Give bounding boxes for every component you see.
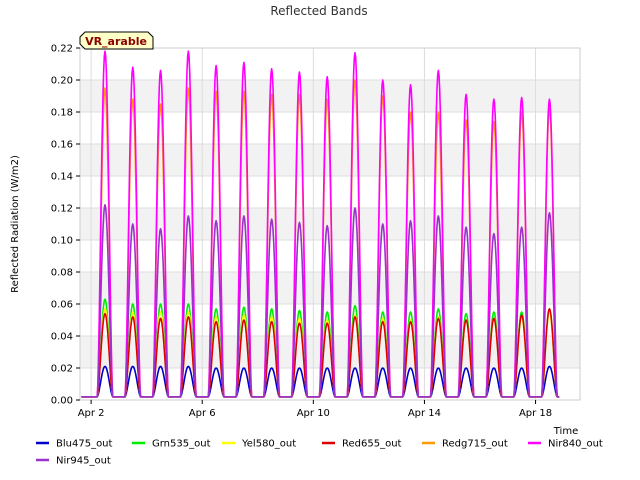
y-axis-label: Reflected Radiation (W/m2) xyxy=(10,155,21,293)
x-tick-label: Apr 14 xyxy=(408,408,441,419)
y-tick-label: 0.14 xyxy=(51,172,73,183)
y-tick-label: 0.16 xyxy=(51,140,73,151)
y-tick-label: 0.10 xyxy=(51,236,73,247)
y-axis-ticks: 0.00 0.02 0.04 0.06 0.08 0.10 0.12 0.14 0.16 0.18… xyxy=(51,44,80,407)
y-tick-label: 0.12 xyxy=(51,204,73,215)
legend-label: Blu475_out xyxy=(56,439,113,450)
legend-label: Red655_out xyxy=(342,439,402,450)
legend-label: Nir945_out xyxy=(56,456,111,467)
grid-band xyxy=(80,208,580,240)
x-tick-label: Apr 6 xyxy=(189,408,216,419)
y-tick-label: 0.08 xyxy=(51,268,73,279)
site-label-box: VR_arable xyxy=(79,31,154,50)
series-line-red655-out xyxy=(81,308,560,398)
x-tick-label: Apr 2 xyxy=(78,408,105,419)
series-line-nir840-out xyxy=(81,50,560,398)
legend: Blu475_out Grn535_out Yel580_out Red655_out… xyxy=(36,439,603,467)
site-label: VR_arable xyxy=(85,35,147,48)
series-line-blu475-out xyxy=(81,365,560,398)
legend-label: Redg715_out xyxy=(442,439,508,450)
series-layer xyxy=(81,50,560,398)
legend-label: Nir840_out xyxy=(548,439,603,450)
y-tick-label: 0.02 xyxy=(51,364,73,375)
x-tick-label: Apr 18 xyxy=(519,408,552,419)
plot-frame xyxy=(79,47,581,401)
x-axis-ticks: Apr 2 Apr 6 Apr 10 Apr 14 Apr 18 xyxy=(78,400,552,419)
y-tick-label: 0.22 xyxy=(51,44,73,55)
legend-label: Yel580_out xyxy=(241,439,296,450)
y-tick-label: 0.06 xyxy=(51,300,73,311)
y-tick-label: 0.18 xyxy=(51,108,73,119)
grid-band xyxy=(80,80,580,112)
y-tick-label: 0.04 xyxy=(51,332,73,343)
y-tick-label: 0.00 xyxy=(51,396,73,407)
series-line-nir945-out xyxy=(81,204,560,398)
y-tick-label: 0.20 xyxy=(51,76,73,87)
x-axis-label: Time xyxy=(553,426,578,437)
x-tick-label: Apr 10 xyxy=(297,408,330,419)
legend-label: Grn535_out xyxy=(152,439,211,450)
chart-title: Reflected Bands xyxy=(270,4,367,18)
